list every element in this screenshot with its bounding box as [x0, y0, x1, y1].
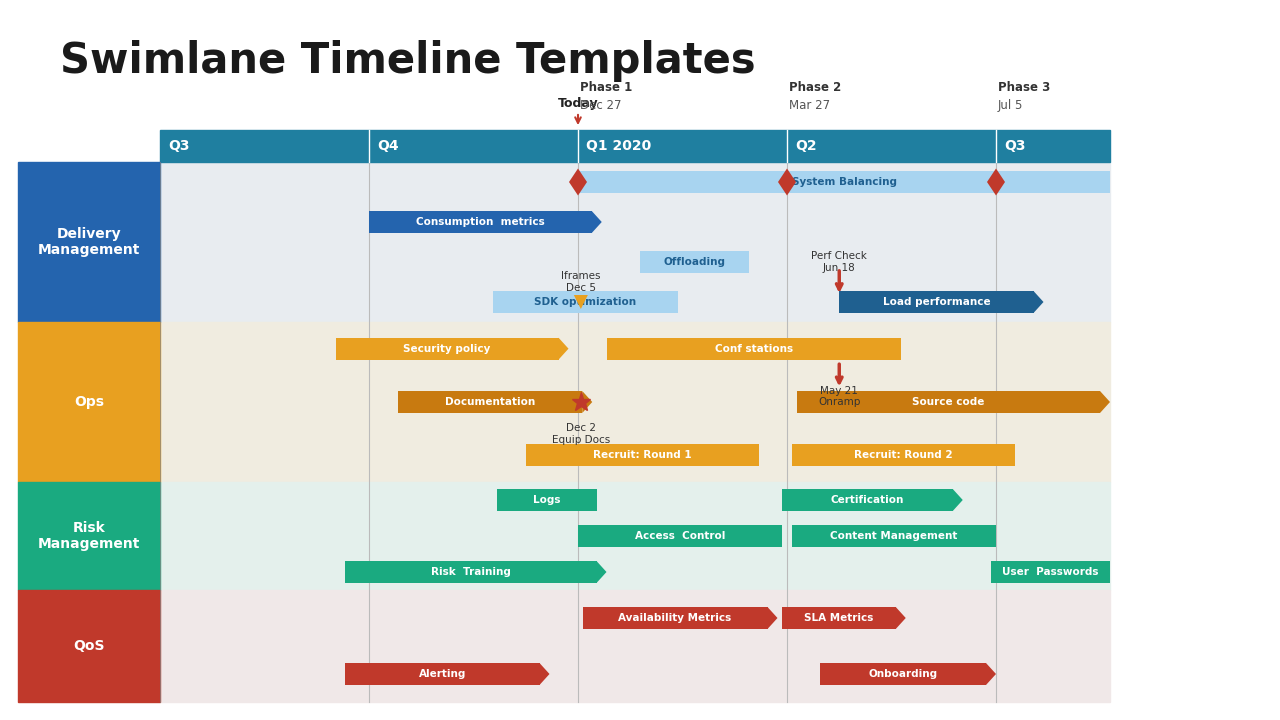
Bar — [160, 322, 1110, 482]
Text: Documentation: Documentation — [444, 397, 535, 407]
Text: Q3: Q3 — [168, 139, 189, 153]
Text: SDK optimization: SDK optimization — [534, 297, 636, 307]
Text: System Balancing: System Balancing — [791, 177, 896, 187]
Text: Access  Control: Access Control — [635, 531, 726, 541]
Bar — [160, 130, 1110, 162]
Text: Phase 1: Phase 1 — [580, 81, 632, 94]
Polygon shape — [558, 338, 568, 360]
Text: Logs: Logs — [534, 495, 561, 505]
Text: Recruit: Round 2: Recruit: Round 2 — [854, 450, 952, 460]
Text: Delivery
Management: Delivery Management — [38, 227, 141, 257]
Polygon shape — [987, 168, 1005, 196]
Bar — [579, 171, 1110, 193]
Bar — [840, 291, 1033, 313]
Text: Iframes
Dec 5: Iframes Dec 5 — [561, 271, 600, 293]
Text: Phase 2: Phase 2 — [788, 81, 841, 94]
Text: Q3: Q3 — [1004, 139, 1025, 153]
Bar — [346, 561, 596, 583]
Text: Risk  Training: Risk Training — [431, 567, 511, 577]
Text: User  Passwords: User Passwords — [1002, 567, 1098, 577]
Text: Jul 5: Jul 5 — [998, 99, 1024, 112]
Bar — [160, 162, 1110, 322]
Bar — [792, 525, 996, 547]
Bar — [607, 338, 901, 360]
Bar — [782, 607, 896, 629]
Bar — [640, 251, 749, 273]
Text: QoS: QoS — [73, 639, 105, 653]
Text: Offloading: Offloading — [663, 257, 726, 267]
Text: Source code: Source code — [913, 397, 984, 407]
Text: Availability Metrics: Availability Metrics — [618, 613, 732, 623]
Bar — [335, 338, 558, 360]
Text: Dec 27: Dec 27 — [580, 99, 622, 112]
Polygon shape — [1100, 391, 1110, 413]
Text: Alerting: Alerting — [419, 669, 466, 679]
Bar — [991, 561, 1110, 583]
Polygon shape — [778, 168, 796, 196]
Text: May 21
Onramp: May 21 Onramp — [818, 386, 860, 408]
Text: Onboarding: Onboarding — [869, 669, 938, 679]
Text: Q1 2020: Q1 2020 — [586, 139, 652, 153]
Polygon shape — [952, 489, 963, 511]
Polygon shape — [539, 663, 549, 685]
Bar — [493, 291, 677, 313]
Text: Mar 27: Mar 27 — [788, 99, 831, 112]
Polygon shape — [582, 391, 593, 413]
Bar — [346, 663, 539, 685]
Polygon shape — [591, 211, 602, 233]
Bar — [18, 482, 160, 590]
Text: Recruit: Round 1: Recruit: Round 1 — [593, 450, 691, 460]
Polygon shape — [1033, 291, 1043, 313]
Bar — [18, 162, 160, 322]
Bar — [160, 590, 1110, 702]
Text: Risk
Management: Risk Management — [38, 521, 141, 551]
Text: Content Management: Content Management — [831, 531, 957, 541]
Bar — [18, 322, 160, 482]
Bar — [579, 525, 782, 547]
Polygon shape — [896, 607, 906, 629]
Polygon shape — [573, 295, 588, 309]
Text: Phase 3: Phase 3 — [998, 81, 1051, 94]
Bar — [160, 482, 1110, 590]
Bar — [582, 607, 768, 629]
Bar — [497, 489, 596, 511]
Text: Consumption  metrics: Consumption metrics — [416, 217, 545, 227]
Bar — [526, 444, 759, 467]
Bar — [369, 211, 591, 233]
Polygon shape — [596, 561, 607, 583]
Bar — [782, 489, 952, 511]
Text: Today: Today — [558, 97, 598, 110]
Text: Q2: Q2 — [795, 139, 817, 153]
Text: Q4: Q4 — [378, 139, 398, 153]
Text: Dec 2
Equip Docs: Dec 2 Equip Docs — [552, 423, 611, 445]
Text: Load performance: Load performance — [883, 297, 991, 307]
Bar — [398, 391, 582, 413]
Polygon shape — [768, 607, 777, 629]
Bar — [792, 444, 1015, 467]
Text: Swimlane Timeline Templates: Swimlane Timeline Templates — [60, 40, 755, 82]
Text: Certification: Certification — [831, 495, 904, 505]
Bar — [820, 663, 986, 685]
Polygon shape — [570, 168, 588, 196]
Text: SLA Metrics: SLA Metrics — [804, 613, 874, 623]
Text: Perf Check
Jun 18: Perf Check Jun 18 — [812, 251, 867, 273]
Polygon shape — [986, 663, 996, 685]
Text: Conf stations: Conf stations — [714, 343, 792, 354]
Bar — [796, 391, 1100, 413]
Bar — [18, 590, 160, 702]
Text: Security policy: Security policy — [403, 343, 490, 354]
Text: Ops: Ops — [74, 395, 104, 409]
